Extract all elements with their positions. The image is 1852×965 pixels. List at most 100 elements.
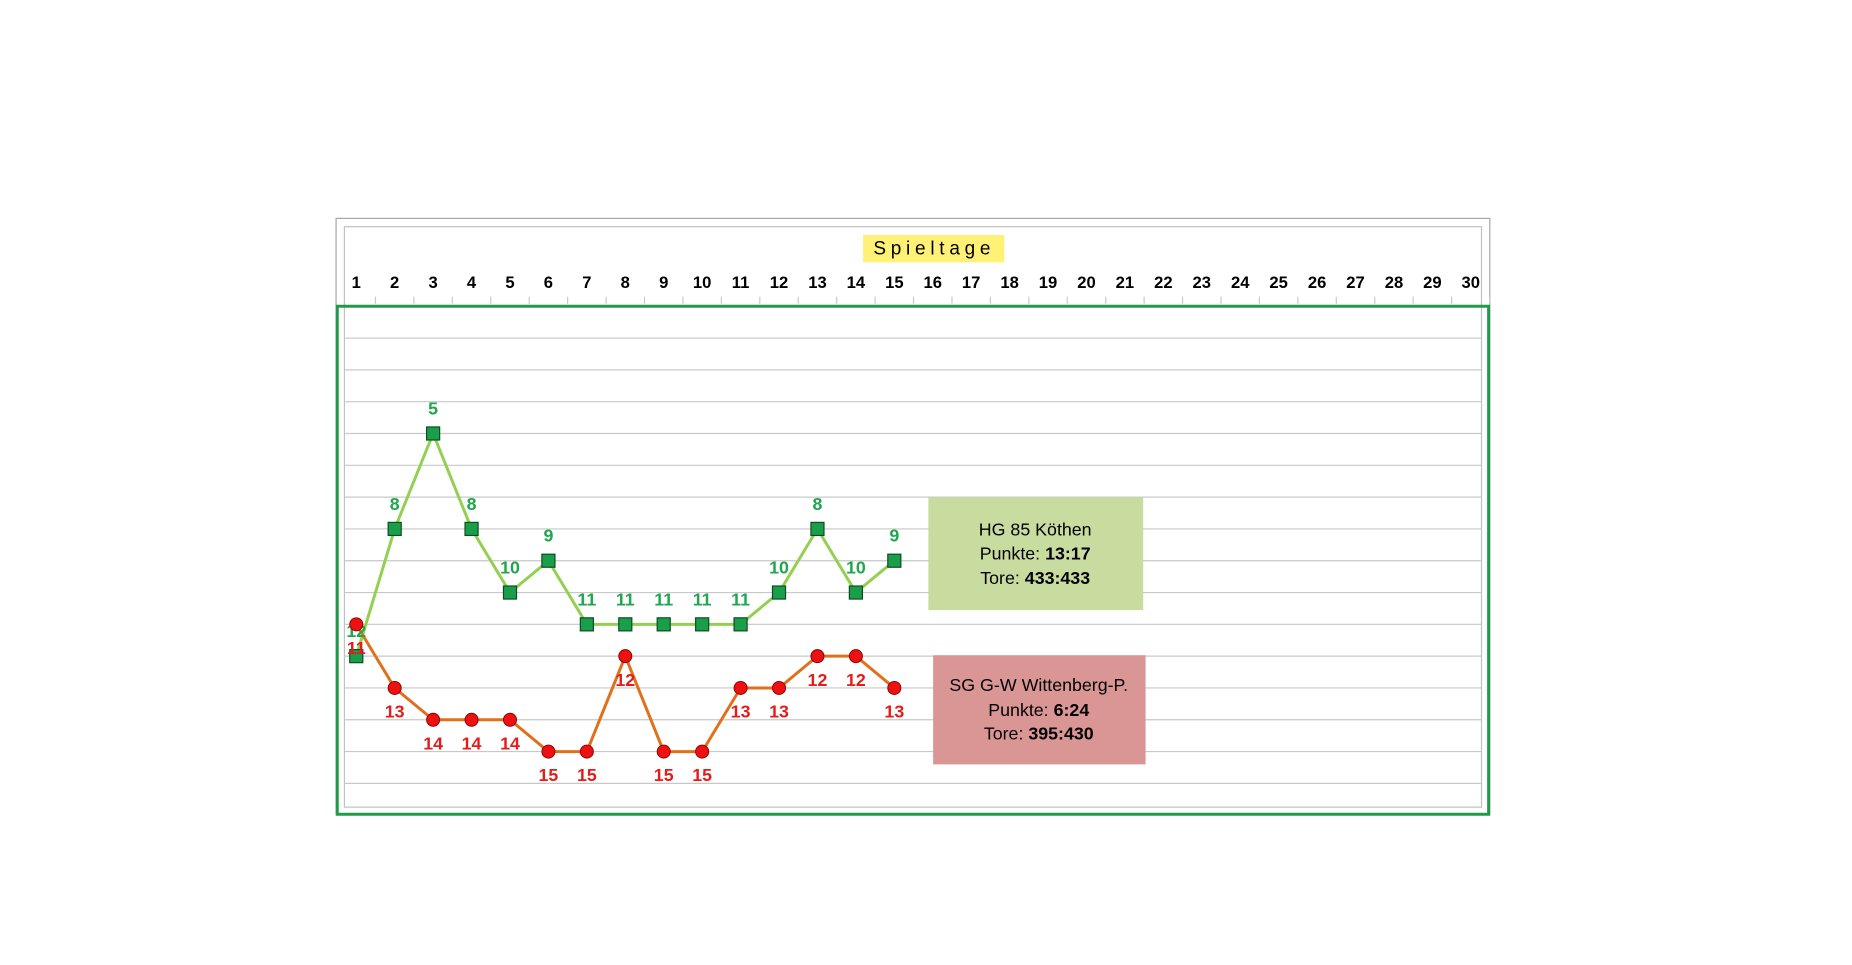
chart-title: Spieltage [873,238,995,259]
data-label: 5 [428,398,438,418]
marker [848,585,864,600]
marker [887,553,902,568]
points-value: 13:17 [1045,543,1091,563]
data-label: 13 [731,702,751,722]
data-label: 13 [884,702,904,722]
marker [387,680,402,695]
data-label: 10 [846,557,866,577]
x-tick-label: 16 [924,273,942,292]
x-tick-label: 25 [1269,273,1287,292]
goals-label: Tore: [984,723,1024,743]
marker [771,585,787,600]
plot-frame [335,304,1491,816]
data-label: 11 [347,638,366,658]
data-label: 11 [731,589,750,609]
legend-goals: Tore: 433:433 [980,568,1090,588]
marker [848,649,863,664]
marker [695,744,710,759]
x-tick-label: 20 [1077,273,1095,292]
data-label: 11 [616,589,635,609]
data-label: 12 [615,670,635,690]
data-label: 10 [500,557,520,577]
x-tick-label: 23 [1193,273,1211,292]
marker [426,426,441,441]
x-tick-label: 27 [1346,273,1364,292]
marker [656,744,671,759]
points-label: Punkte: [988,700,1048,720]
legend-box [928,497,1144,611]
x-tick-label: 14 [847,273,866,292]
marker [349,617,364,632]
data-label: 14 [423,733,443,753]
data-label: 11 [577,589,596,609]
points-label: Punkte: [980,543,1040,563]
legend-name: SG G-W Wittenberg-P. [949,675,1128,695]
data-label: 8 [390,494,400,514]
marker [733,680,748,695]
x-tick-label: 21 [1116,273,1134,292]
x-tick-label: 13 [808,273,826,292]
marker [541,553,556,568]
data-label: 9 [543,526,553,546]
x-tick-label: 15 [885,273,903,292]
legend-points: Punkte: 13:17 [980,543,1091,563]
x-tick-label: 3 [428,273,437,292]
data-label: 8 [467,494,477,514]
marker [810,649,825,664]
points-value: 6:24 [1054,700,1090,720]
legend-goals: Tore: 395:430 [984,723,1094,743]
marker [618,649,633,664]
outer-frame [335,217,1491,815]
inner-frame [343,226,1483,808]
goals-value: 395:430 [1028,723,1093,743]
marker [579,617,594,632]
marker [541,744,556,759]
legend-points: Punkte: 6:24 [988,700,1089,720]
data-label: 15 [539,765,559,785]
goals-value: 433:433 [1025,568,1090,588]
marker [502,712,517,727]
marker [887,680,902,695]
goals-label: Tore: [980,568,1020,588]
data-label: 14 [462,733,482,753]
x-tick-label: 2 [390,273,399,292]
marker [387,521,402,537]
x-tick-label: 18 [1000,273,1018,292]
x-tick-label: 17 [962,273,980,292]
x-tick-label: 6 [544,273,553,292]
data-label: 11 [654,589,673,609]
data-label: 14 [500,733,520,753]
marker [618,617,633,632]
title-background [863,235,1005,263]
data-label: 13 [385,702,405,722]
x-tick-label: 29 [1423,273,1441,292]
data-label: 15 [692,765,712,785]
x-tick-label: 1 [352,273,361,292]
data-label: 9 [889,526,899,546]
marker [733,617,748,632]
marker [810,521,825,537]
marker [579,744,594,759]
marker [695,617,710,632]
x-tick-label: 22 [1154,273,1172,292]
x-tick-label: 4 [467,273,477,292]
data-label: 13 [769,702,789,722]
data-label: 15 [654,765,674,785]
marker [426,712,441,727]
x-tick-label: 28 [1385,273,1403,292]
x-tick-label: 26 [1308,273,1326,292]
x-tick-label: 10 [693,273,711,292]
x-tick-label: 7 [582,273,591,292]
data-label: 11 [693,589,712,609]
marker [772,680,787,695]
x-tick-label: 19 [1039,273,1057,292]
data-label: 12 [846,670,866,690]
data-label: 8 [813,494,823,514]
data-label: 15 [577,765,597,785]
x-tick-label: 9 [659,273,668,292]
marker [656,617,671,632]
legend-name: HG 85 Köthen [979,519,1092,539]
x-tick-label: 8 [621,273,630,292]
x-tick-label: 24 [1231,273,1250,292]
